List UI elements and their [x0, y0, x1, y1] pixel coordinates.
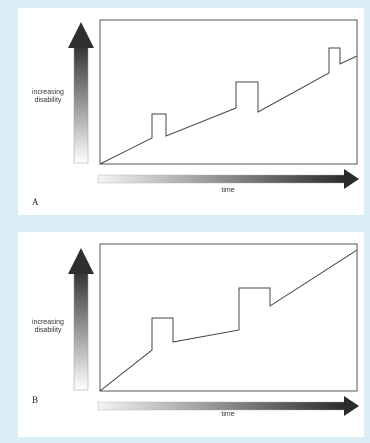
time-arrow	[97, 396, 359, 416]
progression-line	[99, 47, 358, 165]
plot-frame	[99, 243, 358, 392]
disability-arrow	[68, 248, 94, 391]
x-axis-label: time	[221, 187, 235, 194]
panel-letter: A	[32, 197, 39, 207]
time-arrow	[97, 169, 359, 189]
panel-b-graphic	[68, 243, 359, 416]
disability-arrow	[68, 22, 94, 164]
x-axis-label: time	[221, 411, 235, 418]
progression-line	[99, 249, 358, 392]
y-axis-label: increasing disability	[32, 89, 64, 104]
plot-frame	[99, 19, 358, 165]
panel-a: increasing disability time A	[18, 8, 364, 215]
panel-letter: B	[32, 395, 39, 405]
y-axis-label: increasing disability	[32, 319, 64, 334]
panel-b: increasing disability time B	[18, 232, 364, 437]
panel-a-graphic	[68, 19, 359, 189]
